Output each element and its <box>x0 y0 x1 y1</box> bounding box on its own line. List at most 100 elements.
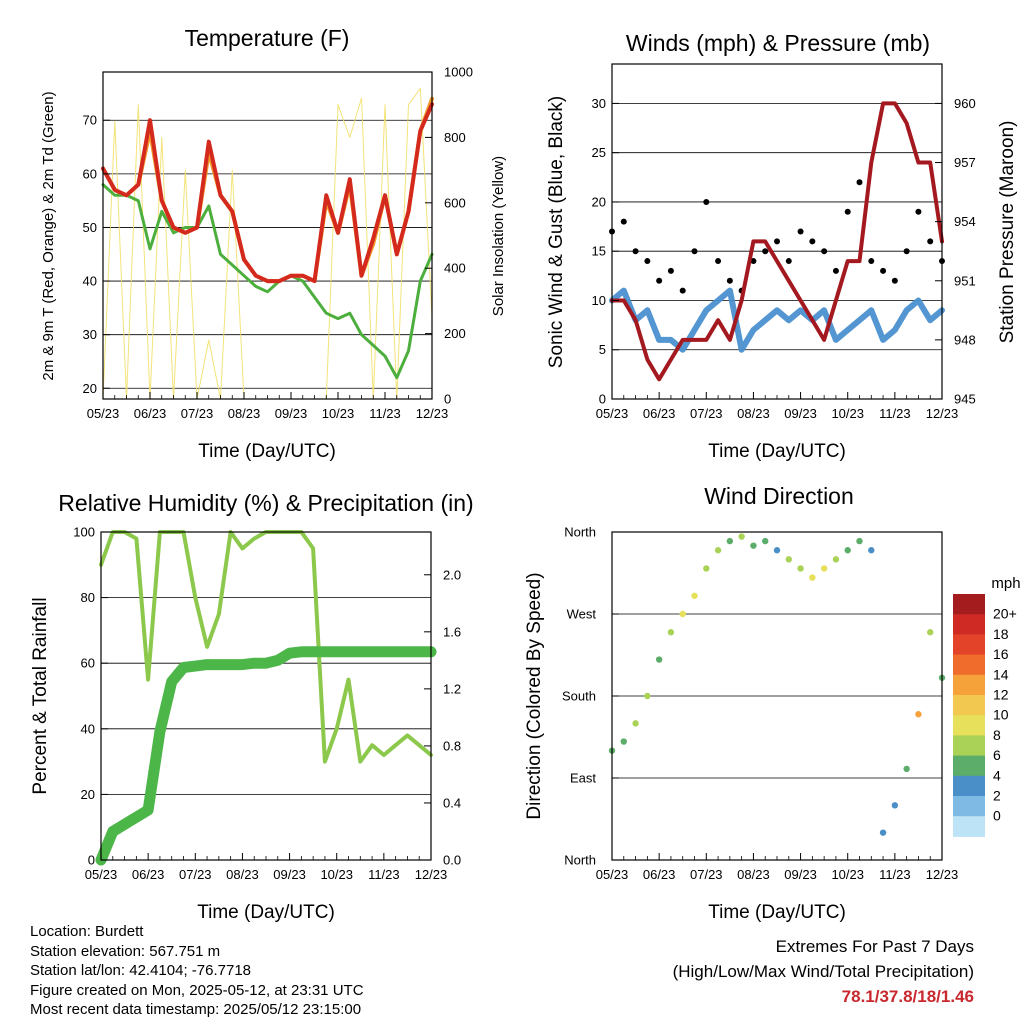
temperature-xlabel: Time (Day/UTC) <box>198 441 336 462</box>
direction-point-16 <box>797 565 804 572</box>
winds-chart: Winds (mph) & Pressure (mb) 0 5 10 15 20 25 30… <box>546 30 1018 462</box>
colorbar-label-5: 10 <box>993 707 1009 723</box>
temperature-ytick-label-left-3: 50 <box>83 220 97 235</box>
colorbar-label-0: 20+ <box>993 606 1017 622</box>
colorbar-label-1: 18 <box>993 626 1009 642</box>
direction-point-27 <box>927 629 934 636</box>
temperature-chart: Temperature (F) 20 30 40 50 60 70 0 200 400 600 80… <box>40 25 507 462</box>
direction-ytick-label-2: South <box>562 689 596 704</box>
winds-gust-point-19 <box>832 267 839 274</box>
temperature-ytick-label-right-4: 800 <box>444 130 466 145</box>
direction-point-2 <box>632 720 639 727</box>
direction-point-18 <box>820 565 828 572</box>
temperature-xtick-label-2: 07/23 <box>181 406 214 421</box>
winds-gust-point-6 <box>679 287 686 294</box>
winds-ylabel-left: Sonic Wind & Gust (Blue, Black) <box>546 96 567 368</box>
temperature-series-2 <box>101 183 434 380</box>
direction-ytick-label-4: North <box>564 525 596 540</box>
winds-gust-point-15 <box>785 258 792 265</box>
direction-point-9 <box>714 547 722 554</box>
winds-ylabel-right: Station Pressure (Maroon) <box>997 121 1018 344</box>
direction-xtick-label-6: 11/23 <box>879 867 911 882</box>
humidity-ytick-label-right-5: 2.0 <box>443 567 461 582</box>
temperature-ytick-label-right-1: 200 <box>444 326 466 341</box>
temperature-ylabel-right: Solar Insolation (Yellow) <box>490 156 507 316</box>
colorbar-label-8: 4 <box>993 767 1001 783</box>
winds-xtick-label-0: 05/23 <box>596 406 629 421</box>
winds-gust-point-10 <box>726 277 733 284</box>
temperature-ytick-label-right-2: 400 <box>444 261 466 276</box>
winds-xtick-label-4: 09/23 <box>784 406 817 421</box>
direction-point-25 <box>903 765 910 773</box>
direction-point-15 <box>785 556 792 563</box>
elevation-text: Station elevation: 567.751 m <box>30 942 221 960</box>
direction-point-12 <box>750 542 757 549</box>
humidity-xtick-label-6: 11/23 <box>368 867 400 882</box>
extremes-subtitle: (High/Low/Max Wind/Total Precipitation) <box>672 962 974 981</box>
direction-point-21 <box>856 537 863 545</box>
temperature-ytick-label-left-5: 70 <box>83 113 97 128</box>
direction-point-10 <box>726 537 734 545</box>
colorbar-title: mph <box>991 575 1020 592</box>
humidity-ylabel-left: Percent & Total Rainfall <box>30 597 51 794</box>
winds-gust-point-8 <box>703 198 710 205</box>
winds-xtick-label-1: 06/23 <box>643 406 676 421</box>
winds-marks <box>609 101 945 382</box>
winds-gust-point-3 <box>644 258 651 265</box>
direction-title: Wind Direction <box>704 483 854 509</box>
colorbar-swatch-8 <box>953 755 985 777</box>
temperature-ticks: 20 30 40 50 60 70 0 200 400 600 800 1000 05/23 06/23 0… <box>83 65 473 422</box>
winds-ytick-label-right-2: 951 <box>954 273 976 288</box>
colorbar-swatch-2 <box>953 634 985 656</box>
winds-gust-point-13 <box>762 248 769 255</box>
station-info: Location: Burdett Station elevation: 567… <box>30 922 364 1020</box>
winds-xtick-label-7: 12/23 <box>926 406 959 421</box>
direction-point-24 <box>891 802 899 809</box>
winds-ytick-label-right-3: 954 <box>954 214 976 229</box>
winds-gust-point-23 <box>880 267 887 274</box>
colorbar-swatch-0 <box>953 594 985 615</box>
humidity-ytick-label-right-0: 0.0 <box>443 853 461 868</box>
direction-marks <box>608 533 946 836</box>
winds-gust-point-22 <box>868 258 875 265</box>
winds-ytick-label-left-1: 5 <box>599 342 606 357</box>
temperature-xtick-label-1: 06/23 <box>134 406 167 421</box>
humidity-xtick-label-1: 06/23 <box>132 867 165 882</box>
winds-gust-point-17 <box>809 238 816 245</box>
temperature-xtick-label-4: 09/23 <box>275 406 308 421</box>
colorbar-label-9: 2 <box>993 788 1001 804</box>
winds-gust-point-21 <box>856 179 863 186</box>
direction-point-4 <box>655 656 663 663</box>
temperature-ytick-label-left-0: 20 <box>83 381 97 396</box>
colorbar-swatch-11 <box>953 816 985 837</box>
direction-xtick-label-4: 09/23 <box>784 867 817 882</box>
winds-gust-point-16 <box>797 228 804 235</box>
temperature-ylabel-left: 2m & 9m T (Red, Orange) & 2m Td (Green) <box>40 91 57 380</box>
winds-grid <box>612 103 942 351</box>
direction-point-26 <box>915 711 922 718</box>
direction-ytick-label-0: North <box>564 853 596 868</box>
temperature-title: Temperature (F) <box>185 25 350 51</box>
winds-series-2 <box>610 101 944 382</box>
winds-title: Winds (mph) & Pressure (mb) <box>626 30 930 56</box>
winds-xtick-label-3: 08/23 <box>737 406 770 421</box>
created-text: Figure created on Mon, 2025-05-12, at 23… <box>30 981 364 999</box>
humidity-ytick-label-left-0: 0 <box>88 853 95 868</box>
humidity-xtick-label-7: 12/23 <box>415 867 448 882</box>
winds-gust-point-4 <box>656 277 663 284</box>
direction-chart: Wind Direction NorthEastSouthWestNorth05… <box>524 483 958 923</box>
humidity-title: Relative Humidity (%) & Precipitation (i… <box>58 490 473 516</box>
temperature-ytick-label-left-2: 40 <box>83 274 97 289</box>
direction-point-1 <box>620 738 627 745</box>
winds-gust-point-2 <box>632 248 639 255</box>
winds-gust-point-5 <box>667 267 674 274</box>
direction-point-6 <box>679 610 686 618</box>
colorbar-swatch-3 <box>953 654 985 676</box>
winds-gust-point-14 <box>774 238 780 245</box>
humidity-ticks: 0 20 40 60 80 100 0.0 0.4 0.8 1.2 1.6 2.0 05/23 06/23… <box>73 525 461 883</box>
colorbar-swatch-5 <box>953 695 985 716</box>
colorbar-label-6: 8 <box>993 727 1001 743</box>
winds-gust-point-26 <box>915 208 922 215</box>
colorbar-swatch-6 <box>953 715 985 736</box>
winds-ticks: 0 5 10 15 20 25 30 945 948 951 954 957 960 05/23 06/23… <box>592 96 976 421</box>
